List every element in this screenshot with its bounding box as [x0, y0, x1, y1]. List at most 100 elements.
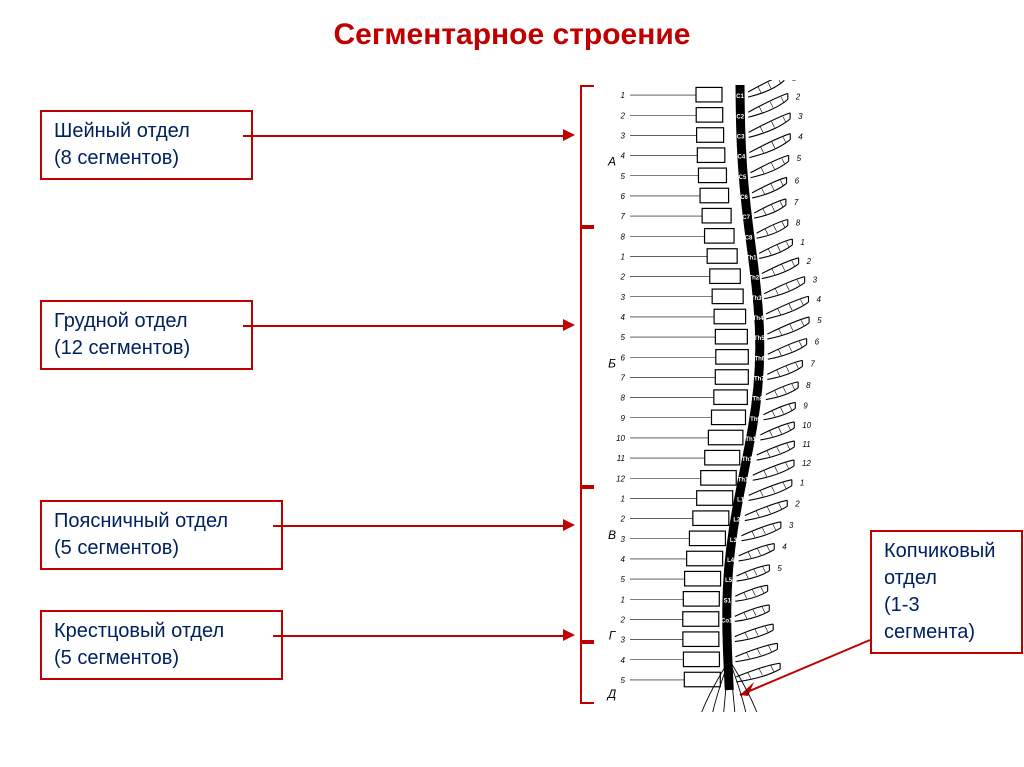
svg-text:1: 1 [800, 238, 804, 247]
svg-text:Th7: Th7 [754, 376, 765, 382]
svg-text:Th11: Th11 [742, 457, 756, 463]
svg-text:C2: C2 [736, 114, 744, 120]
svg-text:3: 3 [621, 131, 626, 140]
svg-text:Th2: Th2 [748, 276, 759, 282]
svg-text:Th1: Th1 [746, 255, 757, 261]
coccyx-box: Копчиковый отдел (1-3 сегмента) [870, 530, 1023, 654]
svg-text:Th3: Th3 [751, 296, 762, 302]
svg-text:7: 7 [810, 359, 815, 368]
svg-text:6: 6 [815, 338, 820, 347]
bracket-thoracic [580, 225, 594, 489]
svg-text:4: 4 [621, 313, 626, 322]
svg-text:5: 5 [777, 564, 782, 573]
svg-text:C8: C8 [745, 235, 753, 241]
svg-text:1: 1 [621, 91, 625, 100]
arrow-sacral-head [563, 629, 575, 641]
svg-text:3: 3 [813, 276, 818, 285]
svg-text:12: 12 [616, 474, 625, 483]
svg-text:2: 2 [806, 257, 812, 266]
svg-text:2: 2 [620, 111, 626, 120]
svg-text:C1: C1 [736, 94, 744, 100]
svg-text:L2: L2 [733, 518, 741, 524]
svg-text:L4: L4 [727, 558, 735, 564]
svg-text:Б: Б [608, 356, 616, 370]
svg-text:7: 7 [621, 212, 626, 221]
svg-text:5: 5 [797, 154, 802, 163]
lumbar-line1: Поясничный отдел [54, 508, 269, 535]
spinal-column-illustration: 1C112C223C334C445C556C667C778C881Th112Th… [600, 80, 850, 720]
svg-text:8: 8 [621, 232, 626, 241]
svg-text:4: 4 [782, 543, 787, 552]
svg-text:Co1: Co1 [721, 618, 733, 624]
svg-text:4: 4 [621, 656, 626, 665]
thoracic-line1: Грудной отдел [54, 308, 239, 335]
bracket-bottom [580, 640, 594, 704]
sacral-box: Крестцовый отдел (5 сегментов) [40, 610, 283, 680]
svg-text:1: 1 [621, 494, 625, 503]
svg-text:L5: L5 [725, 578, 733, 584]
svg-text:Г: Г [609, 629, 617, 643]
svg-text:C5: C5 [739, 175, 747, 181]
svg-text:1: 1 [621, 595, 625, 604]
svg-text:5: 5 [621, 575, 626, 584]
cervical-line2: (8 сегментов) [54, 145, 239, 172]
svg-text:2: 2 [795, 92, 801, 101]
svg-text:Th12: Th12 [738, 477, 753, 483]
lumbar-line2: (5 сегментов) [54, 535, 269, 562]
svg-text:9: 9 [803, 401, 808, 410]
cervical-line1: Шейный отдел [54, 118, 239, 145]
svg-text:5: 5 [621, 172, 626, 181]
cervical-box: Шейный отдел (8 сегментов) [40, 110, 253, 180]
svg-text:10: 10 [616, 434, 625, 443]
arrow-cervical-head [563, 129, 575, 141]
svg-text:Th9: Th9 [750, 417, 761, 423]
coccyx-line3: (1-3 [884, 592, 1009, 619]
svg-text:А: А [607, 155, 616, 169]
svg-text:5: 5 [817, 316, 822, 325]
svg-text:2: 2 [620, 273, 626, 282]
svg-text:L1: L1 [737, 497, 745, 503]
svg-text:3: 3 [789, 521, 794, 530]
coccyx-line4: сегмента) [884, 619, 1009, 646]
svg-text:3: 3 [621, 535, 626, 544]
svg-text:5: 5 [621, 676, 626, 685]
arrow-sacral [273, 635, 565, 637]
svg-text:8: 8 [806, 381, 811, 390]
svg-text:Th6: Th6 [754, 356, 765, 362]
svg-text:S1: S1 [724, 598, 732, 604]
diagram-title: Сегментарное строение [0, 18, 1024, 52]
svg-text:12: 12 [802, 459, 811, 468]
arrow-cervical [243, 135, 565, 137]
arrow-thoracic [243, 325, 565, 327]
svg-text:Th5: Th5 [754, 336, 765, 342]
bracket-cervical [580, 85, 594, 229]
arrow-lumbar [273, 525, 565, 527]
svg-text:4: 4 [621, 152, 626, 161]
svg-text:3: 3 [621, 636, 626, 645]
svg-text:C7: C7 [742, 215, 750, 221]
svg-text:4: 4 [798, 133, 803, 142]
svg-text:6: 6 [621, 353, 626, 362]
svg-text:5: 5 [621, 333, 626, 342]
svg-text:Th4: Th4 [753, 316, 764, 322]
svg-text:11: 11 [617, 454, 625, 463]
svg-text:C3: C3 [737, 134, 745, 140]
arrow-thoracic-head [563, 319, 575, 331]
sacral-line1: Крестцовый отдел [54, 618, 269, 645]
svg-text:Th10: Th10 [745, 437, 760, 443]
svg-text:8: 8 [796, 218, 801, 227]
svg-text:1: 1 [621, 252, 625, 261]
svg-text:L3: L3 [730, 538, 738, 544]
svg-text:Th8: Th8 [753, 397, 764, 403]
svg-text:4: 4 [816, 295, 821, 304]
svg-text:В: В [608, 528, 616, 542]
sacral-line2: (5 сегментов) [54, 645, 269, 672]
lumbar-box: Поясничный отдел (5 сегментов) [40, 500, 283, 570]
svg-text:3: 3 [621, 293, 626, 302]
svg-text:2: 2 [620, 515, 626, 524]
svg-text:10: 10 [802, 421, 811, 430]
svg-text:4: 4 [621, 555, 626, 564]
svg-text:11: 11 [802, 440, 810, 449]
svg-text:1: 1 [800, 479, 804, 488]
coccyx-line2: отдел [884, 565, 1009, 592]
